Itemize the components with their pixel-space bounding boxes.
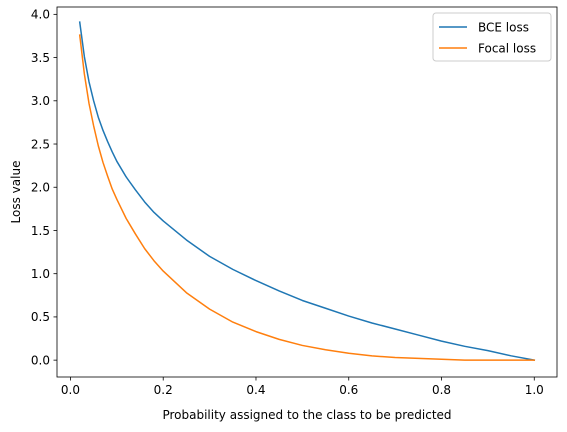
x-tick-label: 0.2 bbox=[154, 383, 173, 397]
y-tick-label: 1.5 bbox=[31, 224, 50, 238]
plot-area bbox=[57, 7, 557, 377]
x-tick-label: 1.0 bbox=[525, 383, 544, 397]
legend-label-0: BCE loss bbox=[478, 20, 529, 34]
y-tick-label: 0.0 bbox=[31, 353, 50, 367]
legend-box bbox=[432, 12, 552, 62]
series-line-1 bbox=[78, 34, 536, 361]
legend-label-1: Focal loss bbox=[478, 41, 536, 55]
y-axis-label: Loss value bbox=[9, 161, 23, 224]
y-tick-label: 4.0 bbox=[31, 8, 50, 22]
y-axis-ticks: 0.0 0.5 1.0 1.5 2.0 2.5 3.0 3.5 4.0 bbox=[31, 8, 57, 367]
x-tick-label: 0.0 bbox=[61, 383, 80, 397]
x-axis-ticks: 0.0 0.2 0.4 0.6 0.8 1.0 bbox=[61, 377, 544, 397]
y-tick-label: 2.5 bbox=[31, 137, 50, 151]
x-tick-label: 0.4 bbox=[246, 383, 265, 397]
y-tick-label: 3.5 bbox=[31, 51, 50, 65]
y-tick-label: 3.0 bbox=[31, 94, 50, 108]
lines-layer bbox=[78, 21, 536, 362]
plot-frame bbox=[56, 6, 558, 378]
x-axis-label: Probability assigned to the class to be … bbox=[162, 408, 451, 422]
x-tick-label: 0.8 bbox=[432, 383, 451, 397]
legend: BCE loss Focal loss bbox=[432, 12, 552, 62]
y-tick-label: 2.0 bbox=[31, 181, 50, 195]
series-line-0 bbox=[78, 21, 536, 362]
x-tick-label: 0.6 bbox=[339, 383, 358, 397]
y-tick-label: 1.0 bbox=[31, 267, 50, 281]
y-tick-label: 0.5 bbox=[31, 310, 50, 324]
